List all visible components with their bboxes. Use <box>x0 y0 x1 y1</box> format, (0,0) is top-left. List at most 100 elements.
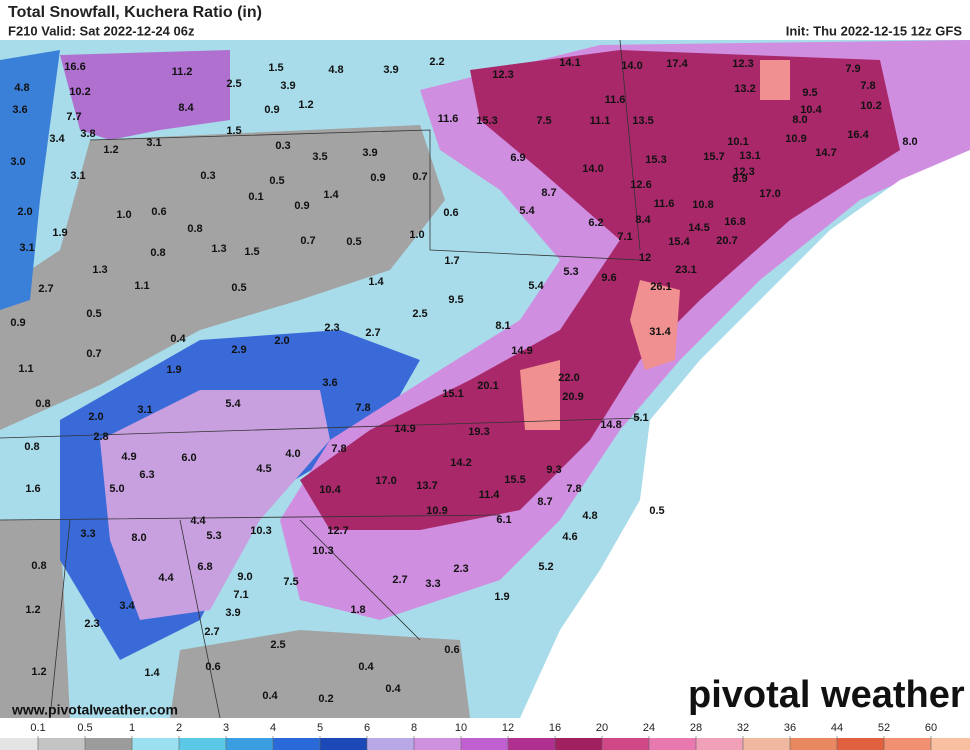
brand: pivotal weather <box>688 674 965 716</box>
colorbar-label: 60 <box>925 722 937 734</box>
snowfall-label: 6.8 <box>197 561 212 573</box>
snowfall-label: 2.3 <box>324 322 339 334</box>
very-heavy-snow-region <box>520 60 790 430</box>
snowfall-label: 3.9 <box>225 607 240 619</box>
snowfall-label: 3.1 <box>19 242 34 254</box>
colorbar-swatch <box>837 738 884 750</box>
snowfall-label: 3.6 <box>322 377 337 389</box>
snowfall-label: 8.0 <box>792 114 807 126</box>
snowfall-label: 0.5 <box>86 308 101 320</box>
snowfall-label: 2.8 <box>93 431 108 443</box>
snowfall-label: 0.6 <box>151 206 166 218</box>
snowfall-label: 4.4 <box>190 515 206 527</box>
snowfall-label: 8.7 <box>537 496 552 508</box>
snowfall-label: 4.9 <box>121 451 136 463</box>
snowfall-label: 1.7 <box>444 255 459 267</box>
snowfall-label: 3.9 <box>280 80 295 92</box>
snowfall-label: 0.6 <box>443 207 458 219</box>
snowfall-label: 14.5 <box>688 222 709 234</box>
snowfall-label: 4.8 <box>14 82 29 94</box>
snowfall-label: 12 <box>639 252 651 264</box>
snowfall-label: 16.6 <box>64 61 85 73</box>
snowfall-label: 2.0 <box>274 335 289 347</box>
snowfall-label: 10.4 <box>800 104 822 116</box>
snowfall-label: 23.1 <box>675 264 696 276</box>
colorbar-swatch <box>85 738 132 750</box>
snowfall-label: 7.8 <box>331 443 346 455</box>
snowfall-label: 1.2 <box>103 144 118 156</box>
snowfall-label: 8.4 <box>178 102 194 114</box>
snowfall-label: 1.2 <box>25 604 40 616</box>
lavender-region <box>100 390 330 620</box>
snowfall-label: 0.4 <box>385 683 401 695</box>
snowfall-label: 0.1 <box>248 191 263 203</box>
snowfall-label: 3.3 <box>80 528 95 540</box>
snowfall-label: 15.7 <box>703 151 724 163</box>
snowfall-label: 1.6 <box>25 483 40 495</box>
snowfall-label: 1.0 <box>409 229 424 241</box>
colorbar-label: 20 <box>596 722 608 734</box>
colorbar-label: 3 <box>223 722 229 734</box>
snowfall-label: 4.0 <box>285 448 300 460</box>
snowfall-label: 1.2 <box>31 666 46 678</box>
snowfall-label: 1.4 <box>368 276 384 288</box>
snowfall-label: 2.7 <box>365 327 380 339</box>
colorbar-label: 52 <box>878 722 890 734</box>
colorbar-label: 10 <box>455 722 467 734</box>
snowfall-label: 6.0 <box>181 452 196 464</box>
blue-region <box>0 50 60 310</box>
snowfall-label: 0.8 <box>187 223 202 235</box>
snowfall-label: 2.5 <box>412 308 427 320</box>
snowfall-label: 8.0 <box>902 136 917 148</box>
snowfall-label: 0.8 <box>24 441 39 453</box>
snowfall-label: 1.9 <box>52 227 67 239</box>
snowfall-label: 1.9 <box>494 591 509 603</box>
colorbar-swatch <box>179 738 226 750</box>
colorbar-swatch <box>273 738 320 750</box>
snowfall-label: 12.3 <box>733 166 754 178</box>
colorbar-label: 44 <box>831 722 843 734</box>
snowfall-label: 14.9 <box>511 345 532 357</box>
snowfall-label: 10.9 <box>785 133 806 145</box>
snowfall-label: 11.6 <box>654 198 675 210</box>
snowfall-label: 16.8 <box>724 216 745 228</box>
colorbar-label: 2 <box>176 722 182 734</box>
colorbar-swatch <box>320 738 367 750</box>
snowfall-label: 3.1 <box>70 170 85 182</box>
snowfall-label: 15.1 <box>442 388 463 400</box>
snowfall-label: 9.9 <box>732 173 747 185</box>
snowfall-label: 1.2 <box>298 99 313 111</box>
snowfall-label: 2.0 <box>17 206 32 218</box>
colorbar-swatch <box>0 738 38 750</box>
snowfall-label: 10.2 <box>69 86 90 98</box>
snowfall-label: 7.1 <box>233 589 248 601</box>
snowfall-label: 0.9 <box>294 200 309 212</box>
snowfall-label: 8.4 <box>635 214 651 226</box>
snowfall-label: 12.3 <box>732 58 753 70</box>
title: Total Snowfall, Kuchera Ratio (in) <box>8 4 262 21</box>
snowfall-label: 20.1 <box>477 380 498 392</box>
snowfall-label: 5.2 <box>538 561 553 573</box>
snowfall-label: 0.8 <box>150 247 165 259</box>
snowfall-label: 10.3 <box>250 525 271 537</box>
snowfall-label: 0.9 <box>264 104 279 116</box>
snowfall-label: 10.1 <box>727 136 748 148</box>
colorbar-label: 0.1 <box>30 722 45 734</box>
colorbar-swatch <box>884 738 931 750</box>
snowfall-label: 17.0 <box>759 188 780 200</box>
snowfall-label: 14.8 <box>600 419 621 431</box>
snowfall-label: 8.7 <box>541 187 556 199</box>
snowfall-label: 6.1 <box>496 514 511 526</box>
snowfall-label: 6.3 <box>139 469 154 481</box>
snowfall-label: 3.6 <box>12 104 27 116</box>
snowfall-label: 5.4 <box>528 280 544 292</box>
snowfall-label: 7.8 <box>355 402 370 414</box>
snowfall-label: 13.1 <box>739 150 760 162</box>
snowfall-label: 10.9 <box>426 505 447 517</box>
snowfall-label: 4.8 <box>582 510 597 522</box>
colorbar-label: 4 <box>270 722 276 734</box>
snowfall-label: 14.7 <box>815 147 836 159</box>
snowfall-label: 16.4 <box>847 129 869 141</box>
snowfall-label: 4.8 <box>328 64 343 76</box>
